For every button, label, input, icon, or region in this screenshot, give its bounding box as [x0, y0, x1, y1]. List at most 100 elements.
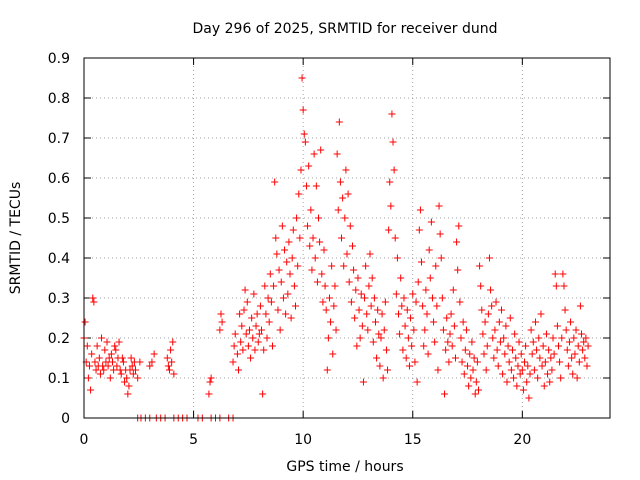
- data-point: [451, 354, 459, 362]
- data-point: [464, 362, 472, 370]
- data-point: [364, 326, 372, 334]
- data-point: [150, 350, 158, 358]
- data-point: [559, 270, 567, 278]
- y-tick-label: 0.7: [48, 131, 70, 147]
- data-point: [362, 262, 370, 270]
- data-point: [498, 306, 506, 314]
- data-point: [493, 346, 501, 354]
- data-point: [84, 374, 92, 382]
- data-point: [583, 362, 591, 370]
- data-point: [456, 298, 464, 306]
- data-point: [423, 310, 431, 318]
- data-point: [206, 378, 214, 386]
- data-point: [458, 358, 466, 366]
- data-point: [275, 266, 283, 274]
- data-point: [571, 350, 579, 358]
- data-point: [448, 342, 456, 350]
- data-point: [561, 306, 569, 314]
- data-point: [518, 366, 526, 374]
- data-point: [524, 362, 532, 370]
- data-point: [582, 334, 590, 342]
- y-tick-label: 0.5: [48, 211, 70, 227]
- data-point: [316, 238, 324, 246]
- x-tick-label: 15: [404, 432, 422, 448]
- data-point: [466, 350, 474, 358]
- data-point: [578, 330, 586, 338]
- data-point: [385, 226, 393, 234]
- data-point: [377, 334, 385, 342]
- data-point: [302, 182, 310, 190]
- data-point: [146, 362, 154, 370]
- data-point: [88, 350, 96, 358]
- data-point: [424, 350, 432, 358]
- data-point: [522, 342, 530, 350]
- data-point: [544, 370, 552, 378]
- data-point: [318, 270, 326, 278]
- data-point: [558, 334, 566, 342]
- data-point: [517, 350, 525, 358]
- data-point: [272, 234, 280, 242]
- data-point: [399, 346, 407, 354]
- data-point: [332, 326, 340, 334]
- data-point: [168, 358, 176, 366]
- data-point: [512, 354, 520, 362]
- data-point: [391, 234, 399, 242]
- data-point: [441, 390, 449, 398]
- data-points: [80, 74, 592, 422]
- data-point: [243, 298, 251, 306]
- data-point: [107, 350, 115, 358]
- data-point: [342, 166, 350, 174]
- data-point: [511, 330, 519, 338]
- data-point: [460, 370, 468, 378]
- data-point: [390, 166, 398, 174]
- data-point: [442, 346, 450, 354]
- x-tick-label: 5: [189, 432, 198, 448]
- data-point: [445, 358, 453, 366]
- data-point: [115, 338, 123, 346]
- data-point: [285, 238, 293, 246]
- data-point: [457, 334, 465, 342]
- data-point: [521, 358, 529, 366]
- data-point: [430, 318, 438, 326]
- data-point: [397, 274, 405, 282]
- data-point: [136, 358, 144, 366]
- data-point: [487, 286, 495, 294]
- data-point: [367, 302, 375, 310]
- data-point: [546, 378, 554, 386]
- data-point: [106, 374, 114, 382]
- data-point: [262, 310, 270, 318]
- data-point: [550, 350, 558, 358]
- data-point: [541, 358, 549, 366]
- data-point: [348, 242, 356, 250]
- data-point: [376, 362, 384, 370]
- data-point: [282, 310, 290, 318]
- data-point: [278, 222, 286, 230]
- data-point: [528, 350, 536, 358]
- data-point: [462, 326, 470, 334]
- data-point: [218, 318, 226, 326]
- data-point: [334, 206, 342, 214]
- data-point: [277, 278, 285, 286]
- data-point: [396, 330, 404, 338]
- data-point: [438, 294, 446, 302]
- data-point: [437, 254, 445, 262]
- data-point: [346, 222, 354, 230]
- data-point: [382, 346, 390, 354]
- data-point: [238, 322, 246, 330]
- data-point: [323, 366, 331, 374]
- data-point: [105, 354, 113, 362]
- data-point: [103, 338, 111, 346]
- data-point: [297, 166, 305, 174]
- data-point: [514, 362, 522, 370]
- data-point: [276, 326, 284, 334]
- data-point: [485, 254, 493, 262]
- data-point: [327, 318, 335, 326]
- data-point: [443, 314, 451, 322]
- data-point: [557, 374, 565, 382]
- data-point: [407, 314, 415, 322]
- data-point: [294, 262, 302, 270]
- data-point: [576, 302, 584, 310]
- data-point: [398, 302, 406, 310]
- data-point: [476, 262, 484, 270]
- data-point: [266, 270, 274, 278]
